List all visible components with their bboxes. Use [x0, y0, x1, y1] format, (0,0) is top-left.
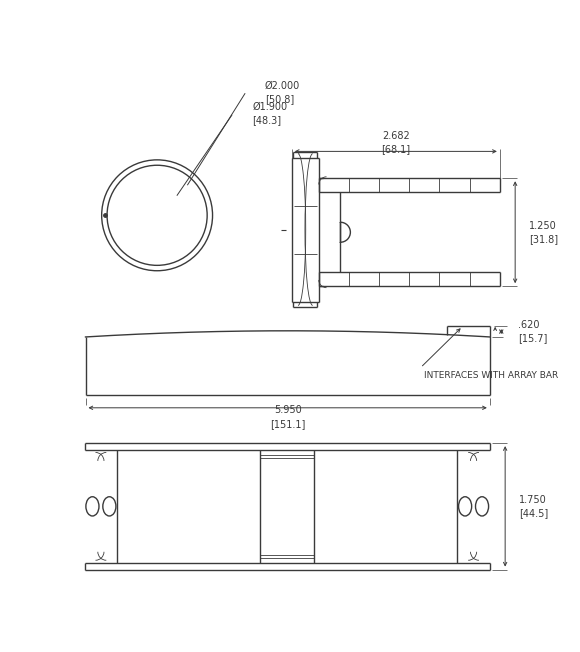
- Text: Ø1.900
[48.3]: Ø1.900 [48.3]: [252, 102, 288, 125]
- Text: 1.250
[31.8]: 1.250 [31.8]: [529, 220, 558, 244]
- Text: INTERFACES WITH ARRAY BAR: INTERFACES WITH ARRAY BAR: [425, 371, 559, 380]
- Text: 5.950
[151.1]: 5.950 [151.1]: [270, 406, 305, 428]
- Text: .620
[15.7]: .620 [15.7]: [519, 320, 548, 343]
- Text: 2.682
[68.1]: 2.682 [68.1]: [381, 130, 411, 154]
- Text: Ø2.000
[50.8]: Ø2.000 [50.8]: [265, 80, 300, 104]
- Text: 1.750
[44.5]: 1.750 [44.5]: [519, 495, 548, 518]
